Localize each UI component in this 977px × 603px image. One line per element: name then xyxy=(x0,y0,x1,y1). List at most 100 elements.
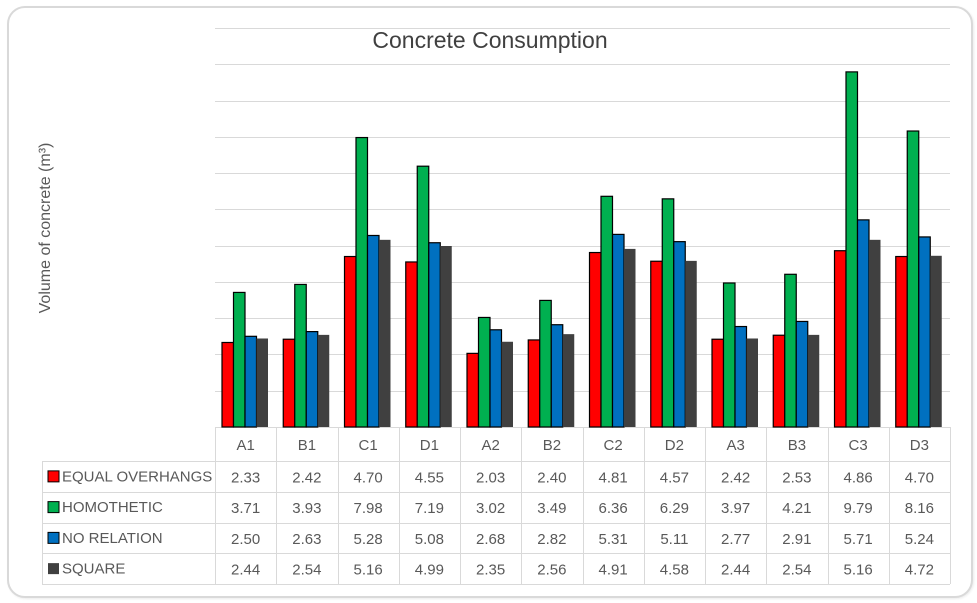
category-label: A3 xyxy=(726,437,744,454)
chart-frame xyxy=(7,6,973,598)
data-value-label: 2.77 xyxy=(721,531,750,548)
bar-equal-overhangs-d1 xyxy=(405,261,418,428)
data-value-label: 2.44 xyxy=(231,562,260,579)
bar-square-b2 xyxy=(562,334,575,427)
bar-square-d1 xyxy=(440,245,452,427)
data-value-label: 5.11 xyxy=(660,531,688,548)
data-value-label: 8.16 xyxy=(905,500,934,517)
y-axis-label: Volume of concrete (m³) xyxy=(37,143,54,314)
data-value-label: 4.91 xyxy=(599,562,628,579)
category-label: C2 xyxy=(604,437,623,454)
bar-equal-overhangs-c3 xyxy=(833,250,847,428)
data-value-label: 4.70 xyxy=(905,469,934,486)
data-value-label: 5.31 xyxy=(599,531,628,548)
bar-square-a2 xyxy=(501,341,513,427)
data-value-label: 4.99 xyxy=(415,562,444,579)
data-table: A1 B1 C1 D1 A2 B2 C2 D2 A3 B3 C3 D3 EQUAL OVERHANGS 2… xyxy=(42,427,951,585)
category-label: A1 xyxy=(236,437,254,454)
bar-homothetic-a2 xyxy=(477,316,491,428)
data-value-label: 5.71 xyxy=(844,531,873,548)
bar-no-relation-b1 xyxy=(305,331,319,428)
data-value-label: 5.16 xyxy=(354,562,383,579)
bar-no-relation-d3 xyxy=(918,236,931,428)
bar-square-c3 xyxy=(869,239,881,427)
data-value-label: 4.72 xyxy=(905,562,934,579)
category-label: D3 xyxy=(910,437,929,454)
data-value-label: 6.36 xyxy=(599,500,628,517)
legend-label: EQUAL OVERHANGS xyxy=(62,468,212,485)
data-value-label: 3.49 xyxy=(537,500,566,517)
bar-square-b1 xyxy=(317,334,330,427)
category-label: B1 xyxy=(298,437,316,454)
category-label: B2 xyxy=(543,437,561,454)
bar-equal-overhangs-c2 xyxy=(588,251,602,428)
bar-no-relation-a1 xyxy=(244,335,258,428)
category-label: B3 xyxy=(788,437,806,454)
bar-homothetic-d3 xyxy=(906,130,920,428)
data-value-label: 2.42 xyxy=(292,469,321,486)
bar-no-relation-d2 xyxy=(673,241,686,428)
category-label: D1 xyxy=(420,437,439,454)
bar-homothetic-c2 xyxy=(600,195,614,428)
data-value-label: 4.57 xyxy=(660,469,689,486)
data-value-label: 4.86 xyxy=(844,469,873,486)
bar-homothetic-c1 xyxy=(355,136,369,428)
data-value-label: 4.55 xyxy=(415,469,444,486)
bar-equal-overhangs-a1 xyxy=(221,341,235,428)
data-value-label: 5.28 xyxy=(354,531,383,548)
bar-square-d2 xyxy=(685,260,697,427)
data-value-label: 3.71 xyxy=(231,500,260,517)
data-value-label: 4.70 xyxy=(354,469,383,486)
bars xyxy=(221,71,942,428)
legend-key-equal-overhangs xyxy=(47,470,60,483)
data-value-label: 9.79 xyxy=(844,500,873,517)
legend-key-homothetic xyxy=(47,501,60,514)
data-value-label: 3.93 xyxy=(292,500,321,517)
data-value-label: 7.19 xyxy=(415,500,444,517)
bar-square-a3 xyxy=(746,338,758,427)
data-value-label: 2.50 xyxy=(231,531,260,548)
data-value-label: 4.21 xyxy=(782,500,811,517)
data-value-label: 2.53 xyxy=(782,469,811,486)
legend-label: SQUARE xyxy=(62,561,125,578)
bar-homothetic-d2 xyxy=(661,198,675,428)
bar-no-relation-c3 xyxy=(856,219,870,428)
bar-no-relation-b2 xyxy=(550,324,564,428)
bar-square-a1 xyxy=(256,338,268,427)
data-value-label: 4.58 xyxy=(660,562,689,579)
data-value-label: 2.40 xyxy=(537,469,566,486)
bar-homothetic-b1 xyxy=(294,283,307,428)
data-value-label: 3.02 xyxy=(476,500,505,517)
data-value-label: 2.44 xyxy=(721,562,750,579)
bar-square-c1 xyxy=(379,239,391,427)
chart-title: Concrete Consumption xyxy=(372,27,607,53)
bar-equal-overhangs-b2 xyxy=(527,339,541,428)
bar-no-relation-c1 xyxy=(366,234,380,428)
category-label: C3 xyxy=(849,437,868,454)
data-value-label: 4.81 xyxy=(599,469,628,486)
bar-square-d3 xyxy=(930,255,942,427)
data-value-label: 5.08 xyxy=(415,531,444,548)
legend-key-no-relation xyxy=(47,531,60,544)
data-value-label: 2.68 xyxy=(476,531,505,548)
bar-square-c2 xyxy=(624,248,636,427)
bar-equal-overhangs-a2 xyxy=(466,352,480,428)
bar-homothetic-a1 xyxy=(232,291,246,428)
data-value-label: 2.56 xyxy=(537,562,566,579)
gridlines xyxy=(215,28,950,428)
bar-equal-overhangs-b1 xyxy=(282,338,296,428)
bar-no-relation-b3 xyxy=(795,320,809,428)
bar-no-relation-c2 xyxy=(611,233,625,428)
data-value-label: 2.35 xyxy=(476,562,505,579)
data-value-label: 3.97 xyxy=(721,500,750,517)
bar-equal-overhangs-b3 xyxy=(772,334,786,428)
legend-label: NO RELATION xyxy=(62,530,163,547)
bar-no-relation-a2 xyxy=(489,329,503,428)
category-label: D2 xyxy=(665,437,684,454)
data-value-label: 2.82 xyxy=(537,531,566,548)
data-value-label: 2.63 xyxy=(292,531,321,548)
bar-homothetic-b3 xyxy=(784,273,797,428)
category-label: A2 xyxy=(481,437,499,454)
data-value-label: 2.91 xyxy=(782,531,811,548)
